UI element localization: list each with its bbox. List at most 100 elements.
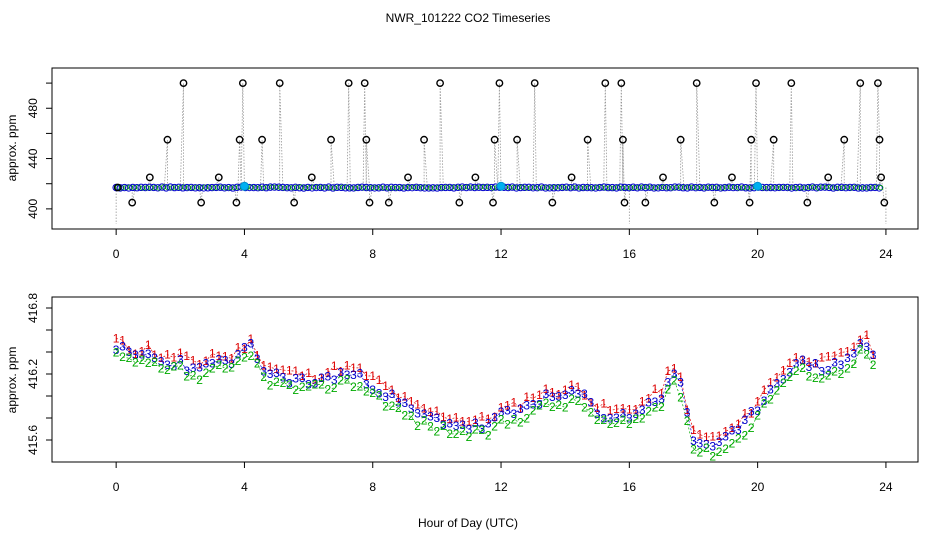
bottom-series-3-point: 3 xyxy=(382,390,389,404)
bottom-series-3-point: 3 xyxy=(408,402,415,416)
top-raw-point xyxy=(676,135,685,144)
bottom-series-2-point: 2 xyxy=(498,412,505,426)
bottom-series-2-point: 2 xyxy=(697,445,704,459)
bottom-series-2-point: 2 xyxy=(164,363,171,377)
top-raw-point xyxy=(548,198,557,207)
bottom-series-1-point: 1 xyxy=(299,369,306,383)
bottom-series-2-point: 2 xyxy=(215,358,222,372)
bottom-series-3-point: 3 xyxy=(677,376,684,390)
bottom-series-2-point: 2 xyxy=(664,382,671,396)
bottom-series-1-point: 1 xyxy=(799,353,806,367)
bottom-series-1-point: 1 xyxy=(844,344,851,358)
bottom-series-3-point: 3 xyxy=(395,396,402,410)
bottom-series-1-point: 1 xyxy=(870,348,877,362)
bottom-series-1-point: 1 xyxy=(254,348,261,362)
top-raw-point xyxy=(567,173,576,182)
top-raw-point xyxy=(258,135,266,144)
bottom-series-1-point: 1 xyxy=(350,361,357,375)
top-baseline-point xyxy=(358,183,366,191)
bottom-series-3-point: 3 xyxy=(600,412,607,426)
bottom-y-axis: 415.6 416.2 416.8 xyxy=(26,293,52,455)
top-baseline-point xyxy=(483,183,491,192)
bottom-series-2-point: 2 xyxy=(113,345,120,359)
bottom-series-3-point: 3 xyxy=(793,357,800,371)
bottom-series-2-point: 2 xyxy=(626,417,633,431)
top-raw-point xyxy=(362,135,371,144)
bottom-x-tick-label: 8 xyxy=(369,480,376,494)
bottom-series-3-point: 3 xyxy=(697,437,704,451)
top-baseline-point xyxy=(862,184,871,192)
bottom-series-1-point: 1 xyxy=(382,379,389,393)
top-raw-point xyxy=(874,79,882,87)
bottom-series-1-point: 1 xyxy=(600,396,607,410)
bottom-series-2-point: 2 xyxy=(280,376,287,390)
bottom-series-2-point: 2 xyxy=(652,401,659,415)
bottom-series-1-point: 1 xyxy=(344,359,351,373)
bottom-series-1-point: 1 xyxy=(671,361,678,375)
bottom-series-1-point: 1 xyxy=(530,391,537,405)
bottom-series-2-point: 2 xyxy=(446,427,453,441)
x-axis-label: Hour of Day (UTC) xyxy=(418,516,518,530)
bottom-series-2-point: 2 xyxy=(581,400,588,414)
bottom-series-1-point: 1 xyxy=(427,405,434,419)
bottom-series-3-point: 3 xyxy=(177,353,184,367)
bottom-series-1-point: 1 xyxy=(292,364,299,378)
bottom-series-1-point: 1 xyxy=(215,349,222,363)
bottom-series-3-point: 3 xyxy=(248,337,255,351)
top-raw-point xyxy=(824,173,833,182)
bottom-series-3-point: 3 xyxy=(414,406,421,420)
bottom-series-2-point: 2 xyxy=(267,379,274,393)
top-flag-point xyxy=(753,181,763,191)
bottom-series-2-point: 2 xyxy=(793,364,800,378)
top-raw-point xyxy=(232,198,241,207)
bottom-series-2-point: 2 xyxy=(363,384,370,398)
bottom-series-1-point: 1 xyxy=(228,351,235,365)
bottom-series-2-point: 2 xyxy=(132,356,139,370)
top-baseline-point xyxy=(717,184,725,192)
bottom-series-2-point: 2 xyxy=(838,367,845,381)
bottom-series-1-point: 1 xyxy=(607,403,614,417)
bottom-series-2-point: 2 xyxy=(677,391,684,405)
bottom-series-2-point: 2 xyxy=(389,399,396,413)
bottom-series-3-point: 3 xyxy=(575,387,582,401)
bottom-series-2-point: 2 xyxy=(613,416,620,430)
top-baseline-point xyxy=(154,184,162,192)
bottom-series-3-point: 3 xyxy=(703,437,710,451)
bottom-series-2-point: 2 xyxy=(196,373,203,387)
top-baseline-point xyxy=(262,184,270,192)
bottom-series-3-point: 3 xyxy=(286,376,293,390)
bottom-series-2-point: 2 xyxy=(357,380,364,394)
top-baseline-point xyxy=(558,183,566,192)
bottom-series-2-point: 2 xyxy=(536,398,543,412)
bottom-series-3-point: 3 xyxy=(806,360,813,374)
bottom-series-1-point: 1 xyxy=(511,395,518,409)
bottom-series-2-point: 2 xyxy=(863,348,870,362)
bottom-series-3-point: 3 xyxy=(209,357,216,371)
bottom-series-2-point: 2 xyxy=(844,362,851,376)
top-baseline-point xyxy=(216,183,225,191)
top-raw-point xyxy=(877,173,886,182)
bottom-series-1-point: 1 xyxy=(472,413,479,427)
top-baseline-point xyxy=(654,184,662,192)
bottom-series-2-point: 2 xyxy=(305,379,312,393)
top-raw-point xyxy=(490,135,499,144)
bottom-x-axis: 0 4 8 12 16 20 24 xyxy=(113,462,893,494)
top-baseline-point xyxy=(512,184,521,192)
bottom-series-2-point: 2 xyxy=(254,356,261,370)
bottom-series-1-point: 1 xyxy=(132,347,139,361)
top-baseline-point xyxy=(200,184,208,192)
top-baseline-point xyxy=(471,183,479,192)
bottom-series-3-point: 3 xyxy=(709,439,716,453)
top-baseline-point xyxy=(229,184,237,192)
top-series-lines xyxy=(115,83,887,224)
bottom-series-1-point: 1 xyxy=(536,388,543,402)
top-baseline-point xyxy=(650,184,658,192)
bottom-series-3-point: 3 xyxy=(652,395,659,409)
bottom-series-3-point: 3 xyxy=(517,402,524,416)
bottom-series-3-point: 3 xyxy=(183,364,190,378)
top-raw-point xyxy=(235,135,244,144)
top-baseline-point xyxy=(446,183,454,192)
bottom-series-2-point: 2 xyxy=(235,354,242,368)
top-baseline-point xyxy=(737,183,746,191)
